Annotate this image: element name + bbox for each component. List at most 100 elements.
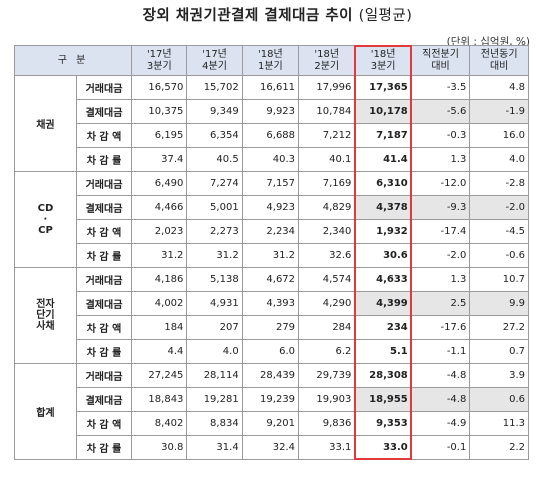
metric-label: 차 감 률 [75,339,133,364]
value-cell: 32.4 [241,435,300,460]
page-title: 장외 채권기관결제 결제대금 추이 (일평균) [0,4,555,25]
header-gubun: 구 분 [13,45,133,76]
value-cell: -9.3 [410,195,471,220]
value-cell: 4,378 [354,195,412,220]
value-cell: 40.5 [186,147,243,172]
value-cell: 2.2 [469,435,529,460]
value-cell: 17,996 [298,75,356,100]
header-col-17q3: '17년 3분기 [131,45,188,76]
metric-label: 거래대금 [75,75,133,100]
value-cell: 1.3 [410,267,471,292]
value-cell: 18,955 [354,387,412,412]
table-row: 차 감 률 30.8 31.4 32.4 33.1 33.0 -0.1 2.2 [15,435,529,460]
value-cell: 284 [298,315,356,340]
value-cell: 5.1 [354,339,412,364]
value-cell: 7,169 [298,171,356,196]
settlement-table: 구 분 '17년 3분기 '17년 4분기 '18년 1분기 '18년 2분기 '18년… [13,45,529,460]
value-cell: 7,212 [298,123,356,148]
value-cell: 19,903 [298,387,356,412]
table-row: 결제대금 4,002 4,931 4,393 4,290 4,399 2.5 9.9 [15,291,529,316]
value-cell: 4,186 [131,267,188,292]
metric-label: 결제대금 [75,387,133,412]
value-cell: -3.5 [410,75,471,100]
value-cell: -17.4 [410,219,471,244]
metric-label: 결제대금 [75,291,133,316]
value-cell: 37.4 [131,147,188,172]
value-cell: 2,234 [241,219,300,244]
header-row: 구 분 '17년 3분기 '17년 4분기 '18년 1분기 '18년 2분기 '18년… [13,45,529,76]
metric-label: 차 감 률 [75,435,133,460]
table-row: 차 감 률 4.4 4.0 6.0 6.2 5.1 -1.1 0.7 [15,339,529,364]
value-cell: 19,239 [241,387,300,412]
value-cell: 2,273 [186,219,243,244]
value-cell: 0.6 [469,387,529,412]
value-cell: 6.0 [241,339,300,364]
group-label: 합계 [14,363,77,460]
group-label: 채권 [14,75,77,172]
value-cell: 6,310 [354,171,412,196]
value-cell: -17.6 [410,315,471,340]
title-suffix: (일평균) [358,8,413,24]
value-cell: 1,932 [354,219,412,244]
table-row: 차 감 액 8,402 8,834 9,201 9,836 9,353 -4.9 11.3 [15,411,529,436]
value-cell: 9,201 [241,411,300,436]
value-cell: 16,570 [131,75,188,100]
table-row: 차 감 액 6,195 6,354 6,688 7,212 7,187 -0.3 16.0 [15,123,529,148]
value-cell: 18,843 [131,387,188,412]
table-row: 합계 거래대금 27,245 28,114 28,439 29,739 28,308 -4.8… [14,363,529,460]
value-cell: 5,001 [186,195,243,220]
metric-label: 결제대금 [75,195,133,220]
value-cell: -2.8 [469,171,529,196]
value-cell: 234 [354,315,412,340]
value-cell: 27,245 [131,363,188,388]
value-cell: 28,439 [241,363,300,388]
header-col-yoy: 전년동기 대비 [469,45,529,76]
value-cell: 40.3 [241,147,300,172]
value-cell: 16.0 [469,123,529,148]
value-cell: 8,834 [186,411,243,436]
value-cell: 4,290 [298,291,356,316]
table-row: 차 감 률 31.2 31.2 31.2 32.6 30.6 -2.0 -0.6 [15,243,529,268]
value-cell: -5.6 [410,99,471,124]
value-cell: 10,784 [298,99,356,124]
table-row: CD · CP 거래대금 6,490 7,274 7,157 7,169 6,310 -12.0-… [14,171,529,268]
group-label: 전자 단기 사채 [14,267,77,364]
value-cell: 9,353 [354,411,412,436]
metric-label: 차 감 액 [75,219,133,244]
value-cell: -4.9 [410,411,471,436]
value-cell: 4.8 [469,75,529,100]
value-cell: 17,365 [354,75,412,100]
value-cell: 4.4 [131,339,188,364]
table-row: 결제대금 10,375 9,349 9,923 10,784 10,178 -5.6 -1.9 [15,99,529,124]
value-cell: 2.5 [410,291,471,316]
value-cell: 9.9 [469,291,529,316]
value-cell: 41.4 [354,147,412,172]
value-cell: -12.0 [410,171,471,196]
value-cell: 4,672 [241,267,300,292]
value-cell: 11.3 [469,411,529,436]
header-col-18q3: '18년 3분기 [354,45,412,76]
value-cell: 6,490 [131,171,188,196]
value-cell: 6,195 [131,123,188,148]
table-body: 채권 거래대금 16,570 15,702 16,611 17,996 17,365 -3.5… [14,75,529,460]
value-cell: 27.2 [469,315,529,340]
value-cell: -1.1 [410,339,471,364]
value-cell: 7,157 [241,171,300,196]
value-cell: 4.0 [186,339,243,364]
metric-label: 차 감 액 [75,315,133,340]
value-cell: 31.2 [241,243,300,268]
value-cell: -0.3 [410,123,471,148]
value-cell: 207 [186,315,243,340]
value-cell: 9,923 [241,99,300,124]
value-cell: -1.9 [469,99,529,124]
value-cell: 6,354 [186,123,243,148]
metric-label: 결제대금 [75,99,133,124]
group-label: CD · CP [14,171,77,268]
value-cell: 4,466 [131,195,188,220]
value-cell: -4.8 [410,387,471,412]
value-cell: 28,308 [354,363,412,388]
value-cell: 4,829 [298,195,356,220]
value-cell: 4,633 [354,267,412,292]
value-cell: 32.6 [298,243,356,268]
value-cell: 30.6 [354,243,412,268]
